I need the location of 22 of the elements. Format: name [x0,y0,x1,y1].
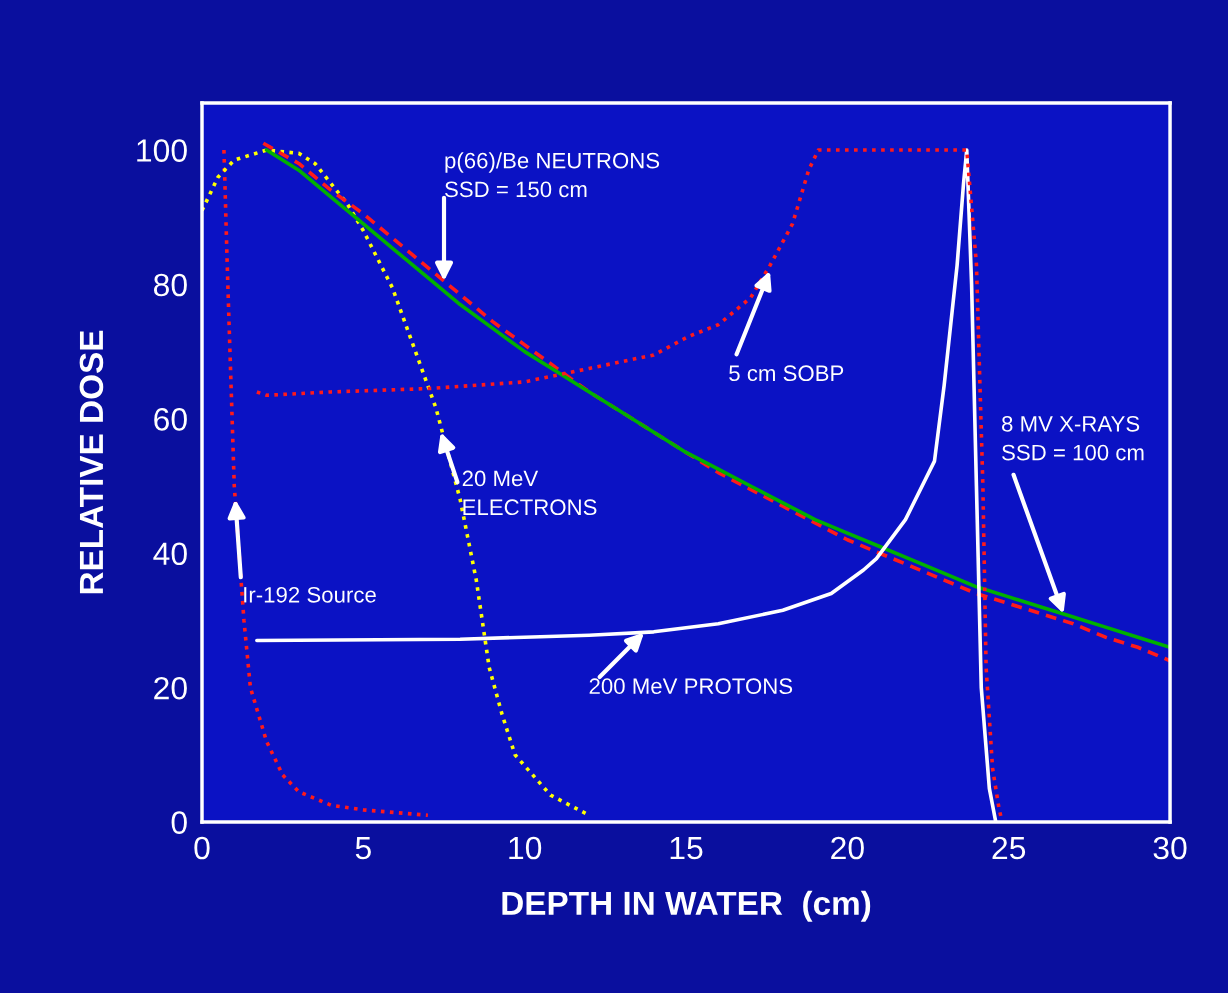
y-axis-title: RELATIVE DOSE [79,330,104,594]
y-tick-label: 40 [153,542,187,566]
annotation: 20 MeV ELECTRONS [462,470,597,516]
y-tick-label: 0 [171,811,187,834]
x-tick-label: 20 [831,836,864,860]
x-tick-label: 0 [194,836,210,860]
x-axis-title: DEPTH IN WATER (cm) [502,890,871,922]
x-tick-label: 30 [1153,836,1187,860]
y-tick-label: 100 [137,139,187,162]
annotation: 8 MV X-RAYS SSD = 100 cm [1002,415,1144,461]
x-tick-label: 10 [509,836,542,860]
y-tick-label: 60 [154,408,187,431]
y-tick-label: 20 [154,676,187,700]
annotation: 5 cm SOBP [729,365,844,382]
annotation: Ir-192 Source [244,586,376,603]
x-tick-label: 15 [670,837,703,860]
x-tick-label: 5 [355,837,371,860]
annotation: 200 MeV PROTONS [589,678,793,695]
x-tick-label: 25 [992,836,1026,860]
line-series [222,148,430,818]
y-tick-label: 80 [153,273,187,297]
annotation: p(66)/Be NEUTRONS SSD = 150 cm [445,152,660,198]
